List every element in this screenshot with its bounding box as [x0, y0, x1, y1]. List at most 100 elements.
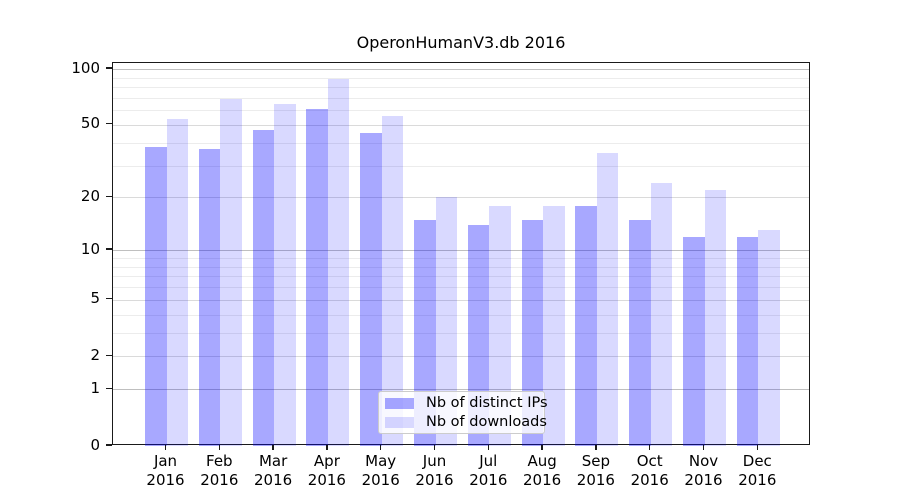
legend-label-distinct-ips: Nb of distinct IPs [426, 395, 548, 411]
gridline-major [113, 250, 809, 252]
bar-downloads-dec [758, 230, 780, 446]
bar-downloads-apr [327, 79, 350, 446]
x-tick-label: Mar 2016 [233, 452, 313, 489]
x-tick-month: Aug [527, 452, 557, 470]
bar-distinct-ips-jul [467, 224, 490, 446]
x-tick-mark [272, 445, 274, 450]
y-tick-label: 100 [71, 58, 100, 77]
gridline-major [113, 389, 809, 391]
y-tick-label: 50 [80, 114, 100, 133]
gridline [113, 124, 809, 126]
x-tick-label: Nov 2016 [664, 452, 744, 489]
gridline-minor [113, 77, 809, 79]
x-tick-year: 2016 [146, 470, 185, 489]
x-tick-year: 2016 [200, 470, 239, 489]
legend: Nb of distinct IPs Nb of downloads [378, 391, 548, 434]
x-tick-mark [649, 445, 651, 450]
bar-downloads-aug [543, 205, 565, 446]
x-tick-year: 2016 [523, 470, 562, 489]
bar-distinct-ips-jun [414, 219, 436, 446]
gridline-minor [113, 332, 809, 334]
y-tick-mark [106, 195, 112, 197]
legend-swatch-distinct-ips [385, 397, 414, 409]
x-tick-mark [433, 445, 436, 450]
x-tick-month: Sep [581, 452, 611, 470]
x-tick-year: 2016 [684, 470, 723, 489]
bar-distinct-ips-may [360, 133, 382, 446]
gridline-major [113, 69, 809, 70]
y-tick-label: 10 [80, 239, 100, 258]
x-tick-month: Jun [422, 452, 447, 470]
x-tick-year: 2016 [630, 470, 669, 489]
legend-row-downloads: Nb of downloads [385, 414, 547, 430]
bar-distinct-ips-sep [575, 205, 597, 446]
y-tick-label: 20 [80, 186, 100, 205]
y-tick-mark [106, 248, 112, 250]
x-tick-label: Aug 2016 [502, 452, 582, 489]
x-tick-label: Feb 2016 [179, 452, 259, 489]
x-tick-label: Dec 2016 [717, 452, 797, 489]
legend-label-downloads: Nb of downloads [426, 414, 547, 430]
gridline-minor [113, 276, 809, 278]
y-tick-mark [106, 123, 112, 125]
gridline-minor [113, 165, 809, 167]
bar-downloads-oct [650, 183, 673, 446]
y-tick-label: 1 [90, 378, 100, 397]
x-tick-label: May 2016 [341, 452, 421, 489]
bar-downloads-feb [220, 98, 242, 446]
x-tick-month: Oct [636, 452, 663, 470]
y-tick-mark [106, 67, 112, 69]
x-tick-label: Oct 2016 [610, 452, 690, 489]
bar-downloads-jul [489, 205, 511, 446]
x-tick-month: Feb [206, 452, 233, 470]
gridline-minor [113, 110, 809, 112]
chart-title: OperonHumanV3.db 2016 [356, 33, 566, 52]
y-tick-label: 0 [90, 435, 100, 454]
bar-distinct-ips-aug [521, 219, 544, 446]
plot-area [112, 62, 810, 446]
x-tick-label: Apr 2016 [287, 452, 367, 489]
bar-distinct-ips-jan [145, 146, 167, 446]
y-tick-mark [106, 444, 112, 446]
x-tick-year: 2016 [254, 470, 293, 489]
gridline-minor [113, 257, 809, 259]
x-tick-mark [326, 445, 328, 450]
x-tick-month: Dec [742, 452, 772, 470]
bar-downloads-jun [435, 197, 457, 446]
x-tick-mark [756, 445, 758, 450]
x-tick-year: 2016 [361, 470, 400, 489]
bar-downloads-may [381, 115, 404, 446]
x-tick-label: Sep 2016 [556, 452, 636, 489]
gridline [113, 356, 809, 358]
x-tick-label: Jan 2016 [126, 452, 206, 489]
bar-distinct-ips-feb [198, 148, 221, 446]
x-tick-mark [487, 445, 489, 450]
y-tick-mark [106, 297, 112, 300]
bar-distinct-ips-oct [629, 219, 651, 446]
x-tick-year: 2016 [738, 470, 777, 489]
x-tick-mark [702, 445, 705, 450]
gridline-minor [113, 87, 809, 88]
x-tick-year: 2016 [469, 470, 508, 489]
y-tick-label: 2 [90, 345, 100, 364]
bar-downloads-sep [596, 153, 619, 446]
gridline-minor [113, 97, 809, 99]
x-tick-mark [541, 445, 543, 450]
bar-distinct-ips-apr [306, 108, 328, 446]
gridline-minor [113, 142, 809, 144]
gridline-minor [113, 314, 809, 316]
x-tick-month: May [365, 452, 397, 470]
bar-distinct-ips-nov [683, 236, 705, 446]
gridline-minor [113, 266, 809, 268]
x-tick-year: 2016 [576, 470, 615, 489]
x-tick-year: 2016 [307, 470, 346, 489]
bar-downloads-nov [704, 189, 726, 446]
gridline [113, 299, 809, 301]
x-tick-month: Nov [688, 452, 719, 470]
bar-distinct-ips-dec [736, 236, 759, 446]
x-tick-label: Jul 2016 [448, 452, 528, 489]
x-tick-mark [380, 445, 382, 450]
x-tick-year: 2016 [415, 470, 454, 489]
x-tick-label: Jun 2016 [395, 452, 475, 489]
